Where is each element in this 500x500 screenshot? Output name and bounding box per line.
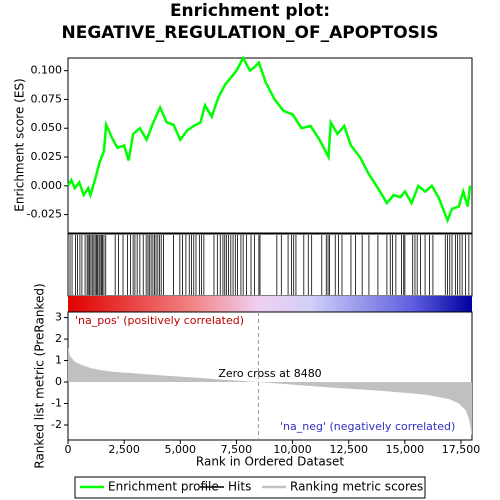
x-tick-label: 12,500: [329, 443, 368, 456]
x-axis-label: Rank in Ordered Dataset: [196, 455, 344, 469]
annotation: Zero cross at 8480: [218, 367, 321, 380]
y-tick-label: 0.000: [31, 179, 63, 192]
x-tick-label: 2,500: [108, 443, 140, 456]
x-tick-label: 0: [65, 443, 72, 456]
y-tick-label: 2: [55, 332, 62, 345]
y-tick-label: 0.100: [31, 64, 63, 77]
legend-label: Hits: [228, 480, 251, 494]
x-tick-label: 7,500: [221, 443, 253, 456]
y-tick-label: 0: [55, 375, 62, 388]
metric-ylabel: Ranked list metric (PreRanked): [33, 283, 47, 468]
y-tick-label: -1: [51, 396, 62, 409]
chart-title-2: NEGATIVE_REGULATION_OF_APOPTOSIS: [61, 23, 438, 43]
y-tick-label: -0.025: [27, 208, 62, 221]
y-tick-label: 0.050: [31, 121, 63, 134]
es-ylabel: Enrichment score (ES): [13, 78, 27, 211]
chart-title-1: Enrichment plot:: [170, 1, 330, 21]
y-tick-label: -2: [51, 418, 62, 431]
color-bar: [68, 296, 472, 312]
legend-label: Enrichment profile: [108, 480, 219, 494]
es-line: [66, 55, 472, 224]
es-frame: [67, 57, 473, 234]
x-tick-label: 5,000: [165, 443, 197, 456]
x-tick-label: 10,000: [273, 443, 312, 456]
y-tick-label: 1: [55, 354, 62, 367]
annotation: 'na_neg' (negatively correlated): [280, 420, 455, 433]
y-tick-label: 3: [55, 311, 62, 324]
legend: [74, 476, 426, 499]
metric-area: [68, 347, 472, 436]
x-tick-label: 17,500: [442, 443, 481, 456]
y-tick-label: 0.075: [31, 92, 63, 105]
x-tick-label: 15,000: [386, 443, 425, 456]
legend-label: Ranking metric scores: [290, 480, 423, 494]
y-tick-label: 0.025: [31, 150, 63, 163]
annotation: 'na_pos' (positively correlated): [75, 314, 244, 327]
hits-frame: [67, 233, 473, 297]
